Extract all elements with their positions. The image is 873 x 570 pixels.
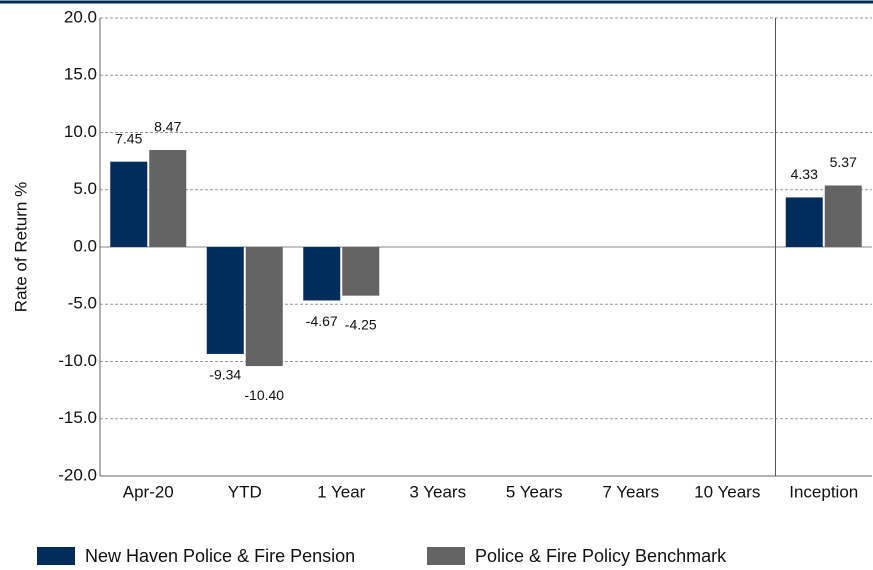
x-tick-label: 5 Years: [506, 482, 563, 501]
y-tick-label: -15.0: [58, 408, 97, 427]
y-tick-label: 0.0: [73, 236, 97, 255]
x-tick-label: 3 Years: [409, 482, 466, 501]
y-tick-label: 5.0: [73, 179, 97, 198]
bar: [110, 161, 148, 247]
y-tick-label: 10.0: [64, 122, 97, 141]
legend-label: Police & Fire Policy Benchmark: [475, 546, 727, 566]
y-axis-label: Rate of Return %: [11, 182, 30, 312]
x-tick-label: 1 Year: [317, 482, 366, 501]
y-tick-label: 20.0: [64, 7, 97, 26]
bar: [303, 247, 341, 301]
legend-label: New Haven Police & Fire Pension: [85, 546, 355, 566]
bar: [245, 247, 283, 367]
value-label: -9.34: [209, 367, 241, 383]
value-label: 5.37: [830, 154, 857, 170]
bar: [206, 247, 244, 354]
legend-swatch: [427, 547, 465, 565]
value-label: 7.45: [115, 130, 142, 146]
value-label: -4.67: [306, 313, 338, 329]
y-tick-label: -20.0: [58, 465, 97, 484]
legend-swatch: [37, 547, 75, 565]
x-tick-label: 10 Years: [694, 482, 760, 501]
bar: [824, 185, 862, 247]
value-label: 8.47: [154, 119, 181, 135]
bar: [149, 150, 187, 247]
y-tick-label: 15.0: [64, 65, 97, 84]
value-label: 4.33: [791, 166, 818, 182]
x-tick-label: 7 Years: [602, 482, 659, 501]
value-label: -4.25: [345, 316, 377, 332]
bar: [785, 197, 823, 247]
bar: [342, 247, 380, 296]
x-tick-label: Inception: [789, 482, 858, 501]
x-tick-label: YTD: [228, 482, 262, 501]
x-tick-label: Apr-20: [123, 482, 174, 501]
value-label: -10.40: [244, 387, 284, 403]
y-tick-label: -5.0: [68, 294, 97, 313]
y-tick-label: -10.0: [58, 351, 97, 370]
